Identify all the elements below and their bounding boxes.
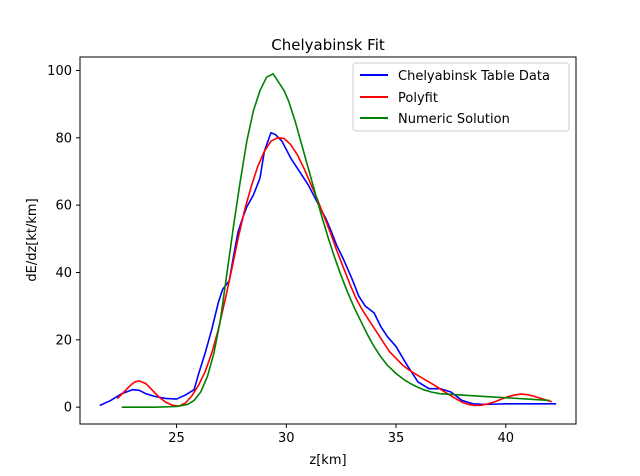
series-line-table-data xyxy=(99,131,557,407)
y-tick-label: 40 xyxy=(55,266,72,281)
y-tick-label: 100 xyxy=(47,64,72,79)
x-axis-label: z[km] xyxy=(309,453,346,468)
legend-frame xyxy=(352,62,570,132)
legend-label-table-data: Chelyabinsk Table Data xyxy=(398,69,550,84)
x-tick-label: 40 xyxy=(497,431,514,446)
x-tick-label: 35 xyxy=(388,431,405,446)
series-layer xyxy=(99,73,557,408)
y-axis: 0 20 40 60 80 100 xyxy=(47,64,80,416)
series-line-polyfit xyxy=(116,137,553,407)
legend: Chelyabinsk Table Data Polyfit Numeric S… xyxy=(352,62,570,132)
y-tick-label: 20 xyxy=(55,333,72,348)
y-tick-label: 0 xyxy=(64,401,72,416)
plot-frame xyxy=(79,56,577,425)
chart-title: Chelyabinsk Fit xyxy=(271,36,385,54)
y-axis-label: dE/dz[kt/km] xyxy=(25,198,40,281)
y-tick-label: 80 xyxy=(55,131,72,146)
x-tick-label: 30 xyxy=(278,431,295,446)
legend-label-polyfit: Polyfit xyxy=(398,91,438,106)
series-line-numeric-solution xyxy=(121,73,550,408)
x-tick-label: 25 xyxy=(168,431,185,446)
x-axis: 25 30 35 40 xyxy=(168,424,514,446)
y-tick-label: 60 xyxy=(55,199,72,214)
legend-label-numeric-solution: Numeric Solution xyxy=(398,112,510,127)
